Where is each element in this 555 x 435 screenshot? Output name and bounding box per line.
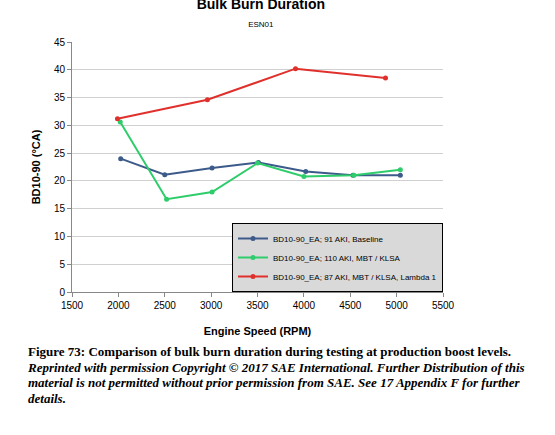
html-text:Figure 73: Comparison of bulk: Figure 73: Comparison of bulk burn durat… — [28, 344, 512, 359]
svg-text:BD10-90_EA; 91 AKI, Baseline: BD10-90_EA; 91 AKI, Baseline — [273, 235, 383, 244]
svg-text:2000: 2000 — [107, 300, 130, 311]
svg-text:BD10-90 (°CA): BD10-90 (°CA) — [30, 129, 42, 204]
svg-text:3000: 3000 — [200, 300, 223, 311]
svg-text:20: 20 — [54, 175, 66, 186]
svg-text:5000: 5000 — [386, 300, 409, 311]
svg-text:35: 35 — [54, 92, 66, 103]
svg-text:BD10-90_EA; 87 AKI, MBT / KLSA: BD10-90_EA; 87 AKI, MBT / KLSA, Lambda 1 — [273, 273, 437, 282]
svg-text:4000: 4000 — [293, 300, 316, 311]
svg-text:Bulk Burn DurationESN01: Bulk Burn DurationESN01 — [197, 0, 325, 29]
svg-text:40: 40 — [54, 64, 66, 75]
svg-text:5: 5 — [59, 259, 65, 270]
svg-text:4500: 4500 — [339, 300, 362, 311]
svg-text:25: 25 — [54, 148, 66, 159]
svg-text:BD10-90_EA; 110 AKI, MBT / KLS: BD10-90_EA; 110 AKI, MBT / KLSA — [273, 254, 401, 263]
svg-text:45: 45 — [54, 37, 66, 48]
svg-text:0: 0 — [59, 287, 65, 298]
svg-text:3500: 3500 — [246, 300, 269, 311]
svg-text:5500: 5500 — [432, 300, 455, 311]
svg-text:10: 10 — [54, 231, 66, 242]
svg-text:Engine Speed (RPM): Engine Speed (RPM) — [204, 325, 312, 337]
svg-text:1500: 1500 — [61, 300, 84, 311]
svg-text:2500: 2500 — [154, 300, 177, 311]
html-text:Reprinted with permission Copy: Reprinted with permission Copyright © 20… — [28, 359, 525, 406]
svg-text:15: 15 — [54, 203, 66, 214]
svg-text:30: 30 — [54, 120, 66, 131]
